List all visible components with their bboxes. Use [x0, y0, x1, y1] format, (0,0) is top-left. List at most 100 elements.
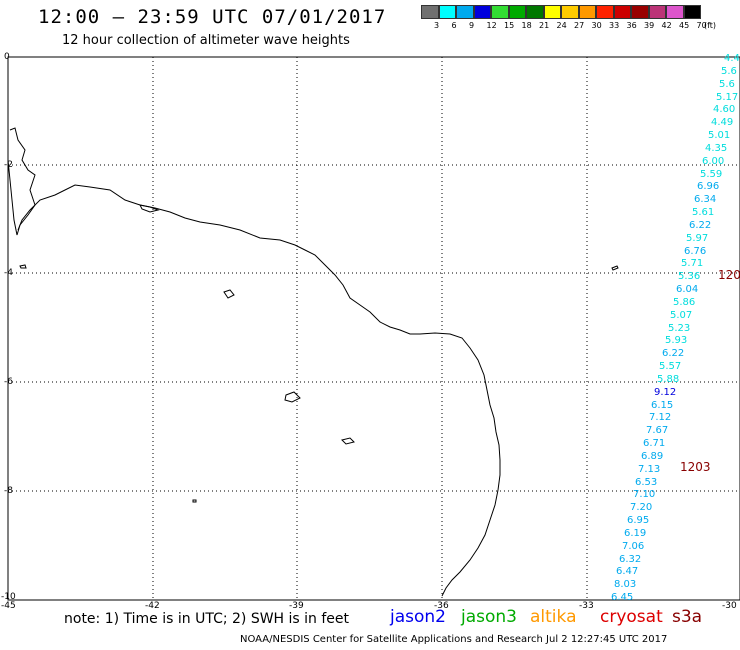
wave-height-value: 6.19 [624, 528, 647, 539]
latitude-label: -6 [4, 377, 13, 387]
wave-height-value: 5.97 [686, 233, 709, 244]
wave-height-value: 9.12 [654, 387, 677, 398]
color-swatch [613, 5, 631, 19]
color-swatch [561, 5, 579, 19]
footer-note: note: 1) Time is in UTC; 2) SWH is in fe… [64, 611, 350, 627]
wave-height-value: 6.96 [697, 181, 720, 192]
island [139, 204, 160, 213]
color-scale-label: 9 [469, 21, 475, 30]
wave-height-value: 6.32 [619, 554, 642, 565]
time-marker: 120 [718, 268, 740, 282]
satellite-legend-item: cryosat [600, 607, 663, 627]
wave-height-value: 5.6 [719, 79, 735, 90]
wave-height-value: 6.47 [616, 566, 639, 577]
color-scale-label: 24 [556, 21, 567, 30]
wave-height-value: 5.86 [673, 297, 696, 308]
satellite-legend-item: altika [530, 607, 577, 627]
wave-height-value: 6.76 [684, 246, 707, 257]
longitude-label: -45 [1, 601, 16, 611]
wave-height-value: 6.15 [651, 400, 674, 411]
color-scale-label: 36 [626, 21, 637, 30]
coastline-path [7, 127, 36, 236]
longitude-label: -36 [434, 601, 449, 611]
wave-height-value: 4.60 [713, 104, 736, 115]
color-swatch [631, 5, 649, 19]
color-scale-label: 18 [521, 21, 532, 30]
wave-height-value: 8.03 [614, 579, 637, 590]
longitude-label: -39 [289, 601, 304, 611]
time-marker: 1203 [680, 460, 711, 474]
color-swatch [491, 5, 509, 19]
longitude-label: -42 [145, 601, 160, 611]
color-scale-label: 21 [539, 21, 550, 30]
island [19, 264, 27, 269]
wave-height-value: 5.59 [700, 169, 723, 180]
wave-height-value: 7.20 [630, 502, 653, 513]
color-scale-label: 12 [486, 21, 497, 30]
latitude-label: -4 [4, 268, 13, 278]
color-scale-labels: 3 6 9 12 15 18 21 24 27 30 33 36 39 42 45 70 (ft) [421, 21, 740, 35]
color-scale-unit: (ft) [704, 21, 717, 30]
latitude-label: -10 [1, 592, 16, 602]
wave-height-value: 5.61 [692, 207, 715, 218]
color-swatch [683, 5, 701, 19]
color-scale-label: 42 [661, 21, 672, 30]
wave-height-value: 4.35 [705, 143, 728, 154]
color-scale-label: 6 [451, 21, 457, 30]
map-frame [7, 56, 740, 601]
wave-height-value: 7.12 [649, 412, 672, 423]
wave-height-value: 4.49 [711, 117, 734, 128]
wave-height-value: 5.57 [659, 361, 682, 372]
color-swatch [526, 5, 544, 19]
coastline-path [17, 184, 501, 597]
island [223, 289, 235, 299]
wave-height-value: 7.06 [622, 541, 645, 552]
map-title: 12:00 – 23:59 UTC 07/01/2017 [38, 6, 387, 28]
wave-height-value: 7.10 [633, 489, 656, 500]
wave-height-value: 5.6 [721, 66, 737, 77]
wave-height-value: 5.36 [678, 271, 701, 282]
longitude-label: -30 [722, 601, 737, 611]
wave-height-value: 6.89 [641, 451, 664, 462]
map-subtitle: 12 hour collection of altimeter wave hei… [62, 33, 350, 48]
wave-height-value: 7.13 [638, 464, 661, 475]
wave-height-value: 6.45 [611, 592, 634, 603]
lat-lon-grid [8, 57, 740, 600]
color-swatch [473, 5, 491, 19]
color-scale-label: 70 [696, 21, 707, 30]
color-swatch [508, 5, 526, 19]
wave-height-value: 5.07 [670, 310, 693, 321]
color-swatch [543, 5, 561, 19]
wave-height-value: 6.22 [662, 348, 685, 359]
wave-height-value: 4.4 [724, 53, 740, 64]
wave-height-value: 6.22 [689, 220, 712, 231]
wave-height-value: 6.34 [694, 194, 717, 205]
color-swatch [648, 5, 666, 19]
wave-height-value: 5.01 [708, 130, 731, 141]
satellite-legend-item: s3a [672, 607, 703, 627]
color-scale-label: 30 [591, 21, 602, 30]
wave-height-value: 6.71 [643, 438, 666, 449]
color-scale-label: 3 [434, 21, 440, 30]
color-swatch [666, 5, 684, 19]
latitude-label: -8 [4, 486, 13, 496]
wave-height-value: 7.67 [646, 425, 669, 436]
color-scale-label: 45 [679, 21, 690, 30]
wave-height-value: 5.93 [665, 335, 688, 346]
color-swatch [578, 5, 596, 19]
wave-height-value: 5.71 [681, 258, 704, 269]
satellite-legend-item: jason2 [390, 607, 446, 627]
wave-height-value: 6.00 [702, 156, 725, 167]
color-scale-label: 15 [504, 21, 515, 30]
color-scale-label: 39 [644, 21, 655, 30]
wave-height-value: 5.88 [657, 374, 680, 385]
island [341, 437, 355, 445]
satellite-legend-item: jason3 [461, 607, 517, 627]
latitude-label: 0 [4, 52, 10, 62]
wave-height-value: 5.17 [716, 92, 739, 103]
wave-height-value: 5.23 [668, 323, 691, 334]
wave-height-value: 6.04 [676, 284, 699, 295]
wave-height-value: 6.53 [635, 477, 658, 488]
latitude-label: -2 [4, 160, 13, 170]
